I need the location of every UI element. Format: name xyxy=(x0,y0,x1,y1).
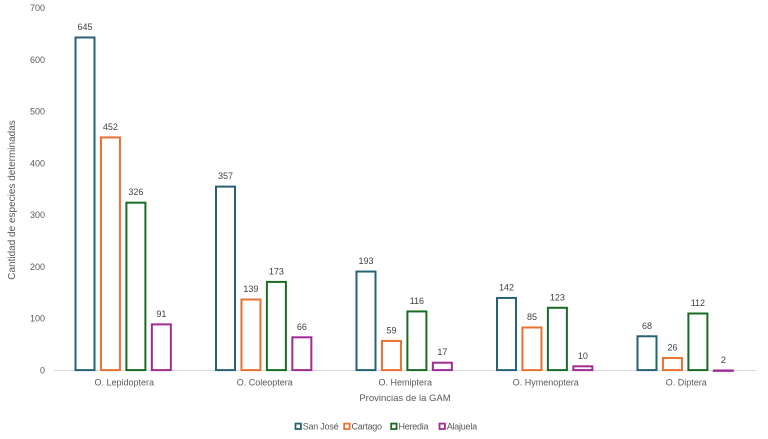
svg-text:O. Hymenoptera: O. Hymenoptera xyxy=(513,378,579,388)
svg-text:139: 139 xyxy=(243,284,258,294)
svg-text:O. Diptera: O. Diptera xyxy=(666,378,707,388)
svg-text:26: 26 xyxy=(667,343,677,353)
svg-text:2: 2 xyxy=(721,355,726,365)
svg-text:O. Coleoptera: O. Coleoptera xyxy=(237,378,293,388)
svg-text:0: 0 xyxy=(40,366,45,376)
svg-text:100: 100 xyxy=(30,314,45,324)
svg-text:Heredia: Heredia xyxy=(399,422,429,432)
svg-text:59: 59 xyxy=(386,325,396,335)
svg-text:68: 68 xyxy=(642,321,652,331)
svg-text:Cantidad de especies determina: Cantidad de especies determinadas xyxy=(7,120,18,280)
svg-text:326: 326 xyxy=(128,187,143,197)
svg-text:700: 700 xyxy=(30,3,45,13)
svg-text:600: 600 xyxy=(30,55,45,65)
svg-text:O. Lepidoptera: O. Lepidoptera xyxy=(94,378,154,388)
svg-text:193: 193 xyxy=(358,256,373,266)
svg-text:123: 123 xyxy=(550,292,565,302)
svg-text:17: 17 xyxy=(437,347,447,357)
svg-text:85: 85 xyxy=(527,312,537,322)
svg-text:66: 66 xyxy=(297,322,307,332)
svg-text:10: 10 xyxy=(578,351,588,361)
svg-text:357: 357 xyxy=(218,171,233,181)
svg-text:San José: San José xyxy=(303,422,339,432)
svg-text:116: 116 xyxy=(410,296,424,306)
svg-text:Cartago: Cartago xyxy=(352,422,383,432)
svg-text:O. Hemiptera: O. Hemiptera xyxy=(378,378,432,388)
svg-text:400: 400 xyxy=(30,158,45,168)
svg-text:645: 645 xyxy=(77,22,92,32)
svg-text:200: 200 xyxy=(30,262,45,272)
svg-text:Alajuela: Alajuela xyxy=(447,422,477,432)
svg-text:112: 112 xyxy=(691,298,705,308)
svg-text:173: 173 xyxy=(269,266,284,276)
svg-text:Provincias de la GAM: Provincias de la GAM xyxy=(359,393,450,404)
svg-text:500: 500 xyxy=(30,107,45,117)
svg-text:300: 300 xyxy=(30,210,45,220)
svg-text:91: 91 xyxy=(156,309,166,319)
svg-text:452: 452 xyxy=(103,122,118,132)
svg-text:142: 142 xyxy=(499,282,514,292)
